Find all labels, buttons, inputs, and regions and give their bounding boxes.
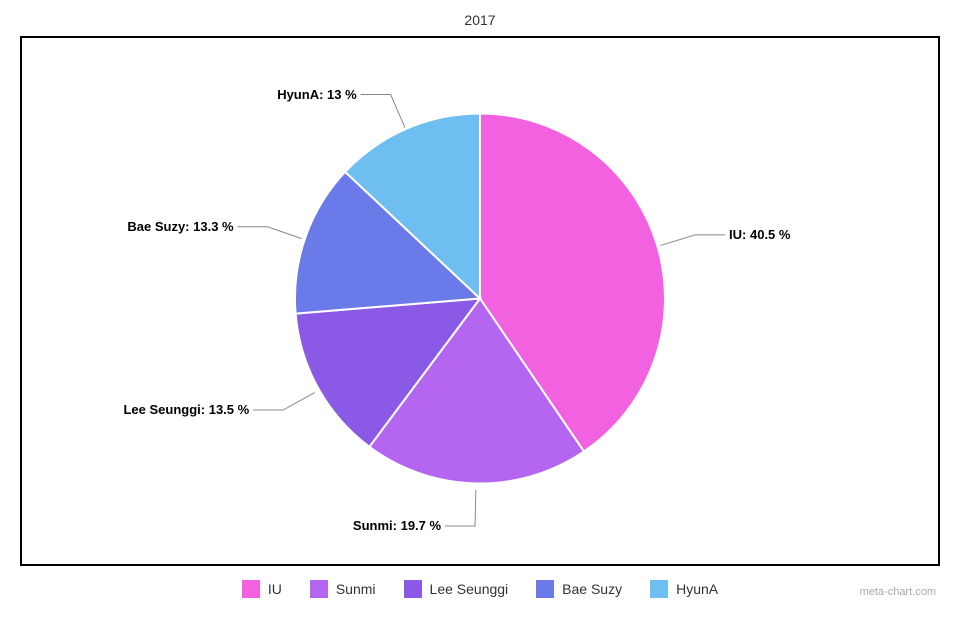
legend-item: Bae Suzy	[536, 580, 622, 598]
legend-item: IU	[242, 580, 282, 598]
leader-line	[661, 235, 725, 246]
slice-label: HyunA: 13 %	[277, 87, 356, 102]
legend-item: Lee Seunggi	[404, 580, 509, 598]
slice-label: Bae Suzy: 13.3 %	[127, 219, 233, 234]
legend-swatch	[242, 580, 260, 598]
slice-label: Sunmi: 19.7 %	[353, 518, 441, 533]
legend: IU Sunmi Lee Seunggi Bae Suzy HyunA	[0, 566, 960, 598]
legend-item: Sunmi	[310, 580, 376, 598]
legend-label: IU	[268, 581, 282, 597]
legend-label: Lee Seunggi	[430, 581, 509, 597]
legend-label: Sunmi	[336, 581, 376, 597]
slice-label: IU: 40.5 %	[729, 227, 790, 242]
legend-swatch	[310, 580, 328, 598]
legend-item: HyunA	[650, 580, 718, 598]
legend-swatch	[536, 580, 554, 598]
legend-label: HyunA	[676, 581, 718, 597]
slice-label: Lee Seunggi: 13.5 %	[123, 402, 249, 417]
pie-chart	[295, 114, 665, 484]
legend-label: Bae Suzy	[562, 581, 622, 597]
leader-line	[238, 227, 302, 239]
chart-frame: IU: 40.5 % Sunmi: 19.7 % Lee Seunggi: 13.5…	[20, 36, 940, 566]
legend-swatch	[404, 580, 422, 598]
pie-wrap	[295, 114, 665, 489]
legend-swatch	[650, 580, 668, 598]
chart-title: 2017	[0, 0, 960, 36]
leader-line	[445, 490, 476, 526]
watermark: meta-chart.com	[860, 586, 936, 598]
